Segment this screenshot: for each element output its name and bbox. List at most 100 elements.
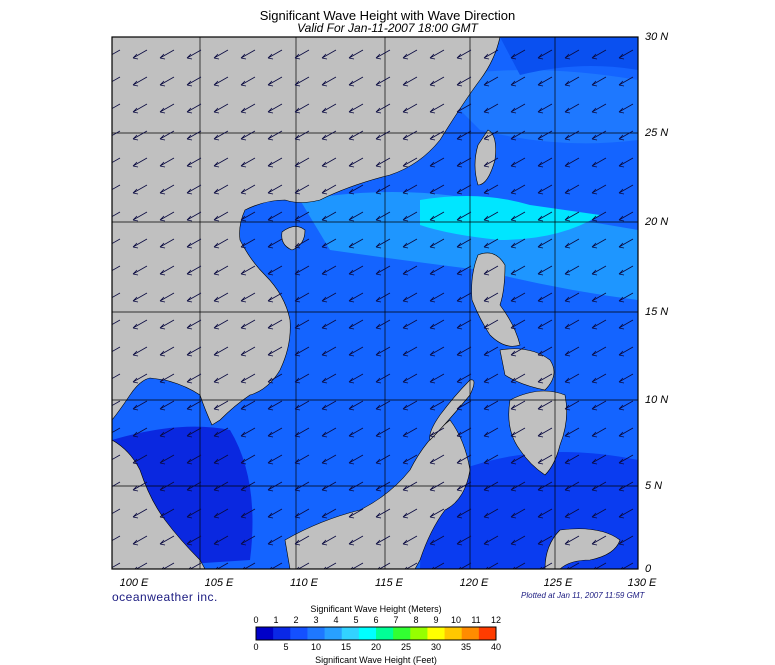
wave-arrow <box>321 211 337 222</box>
land-asia-mainland <box>112 37 501 426</box>
wave-arrow <box>159 427 175 438</box>
wave-arrow <box>429 211 445 222</box>
wave-arrow <box>348 535 364 546</box>
wave-arrow <box>321 265 337 276</box>
wave-arrow <box>267 49 283 60</box>
wave-arrow <box>267 184 283 195</box>
wave-arrow <box>186 292 202 303</box>
colorbar-swatch <box>376 627 394 640</box>
wave-arrow <box>132 319 148 330</box>
wave-arrow <box>348 319 364 330</box>
wave-arrow <box>240 508 256 519</box>
lat-label-0: 0 <box>645 563 652 575</box>
wave-arrow <box>537 346 553 357</box>
wave-arrow <box>537 265 553 276</box>
wave-arrow <box>618 481 634 492</box>
wave-arrow <box>186 211 202 222</box>
wave-arrow <box>591 76 607 87</box>
wave-arrow <box>402 238 418 249</box>
wave-arrow <box>213 238 229 249</box>
wave-arrow <box>213 346 229 357</box>
wave-arrow <box>186 427 202 438</box>
wave-arrow <box>483 400 499 411</box>
wave-arrow <box>375 238 391 249</box>
wave-arrow <box>429 427 445 438</box>
wave-arrow <box>564 238 580 249</box>
wave-arrow <box>321 535 337 546</box>
wave-arrow <box>618 211 634 222</box>
wave-arrow <box>213 184 229 195</box>
wave-arrow <box>510 454 526 465</box>
lon-label-115e: 115 E <box>375 577 403 589</box>
wave-arrow <box>186 454 202 465</box>
wave-arrow <box>267 238 283 249</box>
wave-arrow <box>112 508 121 515</box>
land-taiwan <box>474 129 496 186</box>
wave-arrow <box>456 265 472 276</box>
wave-arrow <box>456 238 472 249</box>
wave-arrow <box>591 508 607 519</box>
wave-arrow <box>402 76 418 87</box>
wave-arrow <box>375 76 391 87</box>
wave-arrow <box>161 562 175 569</box>
wave-arrow <box>132 49 148 60</box>
wave-arrow <box>213 427 229 438</box>
wave-arrow <box>348 184 364 195</box>
wave-arrow <box>213 76 229 87</box>
wave-arrow <box>159 76 175 87</box>
wave-arrow <box>321 346 337 357</box>
wave-arrow <box>321 508 337 519</box>
wave-arrow <box>159 292 175 303</box>
wave-arrow <box>429 76 445 87</box>
wave-arrow <box>483 238 499 249</box>
colorbar-feet-tick: 15 <box>340 642 351 652</box>
wave-arrow <box>213 535 229 546</box>
wave-arrow <box>132 373 148 384</box>
colorbar-swatch <box>290 627 308 640</box>
wave-arrow <box>240 211 256 222</box>
wave-arrow <box>348 508 364 519</box>
wave-arrow <box>112 238 121 245</box>
wave-arrow <box>213 508 229 519</box>
wave-arrow <box>429 157 445 168</box>
wave-arrow <box>591 427 607 438</box>
wave-arrow <box>294 157 310 168</box>
wave-arrow <box>240 400 256 411</box>
wave-arrow <box>112 292 121 299</box>
wave-arrow <box>537 454 553 465</box>
wave-arrow <box>112 265 121 272</box>
wave-arrow <box>240 76 256 87</box>
plotted-timestamp: Plotted at Jan 11, 2007 11:59 GMT <box>521 591 645 600</box>
colorbar-feet-tick: 10 <box>310 642 321 652</box>
lat-label-5n: 5 N <box>645 480 663 492</box>
wave-arrow <box>456 130 472 141</box>
colorbar-feet-tick: 0 <box>253 642 259 652</box>
wave-arrow <box>618 103 634 114</box>
wave-arrow <box>483 535 499 546</box>
wave-arrow <box>485 562 499 569</box>
wave-arrow <box>132 76 148 87</box>
wave-arrow <box>348 400 364 411</box>
wave-arrow <box>132 427 148 438</box>
wave-arrow <box>510 319 526 330</box>
colorbar-meters-tick: 10 <box>450 615 461 625</box>
wave-arrow <box>132 508 148 519</box>
wave-arrow <box>240 184 256 195</box>
wave-arrow <box>591 238 607 249</box>
wave-arrow <box>321 76 337 87</box>
wave-arrow <box>618 157 634 168</box>
wave-arrow <box>456 76 472 87</box>
wave-arrow <box>402 130 418 141</box>
wave-arrow <box>112 427 121 434</box>
wave-arrow <box>618 346 634 357</box>
wave-arrow <box>132 211 148 222</box>
colorbar-swatch <box>393 627 411 640</box>
wave-arrow <box>159 211 175 222</box>
wave-arrow <box>537 373 553 384</box>
wave-arrow <box>429 373 445 384</box>
colorbar-title-feet: Significant Wave Height (Feet) <box>315 655 437 665</box>
wave-field-north <box>430 70 638 144</box>
wave-arrow <box>375 346 391 357</box>
wave-arrow <box>269 562 283 569</box>
wave-arrow <box>375 184 391 195</box>
